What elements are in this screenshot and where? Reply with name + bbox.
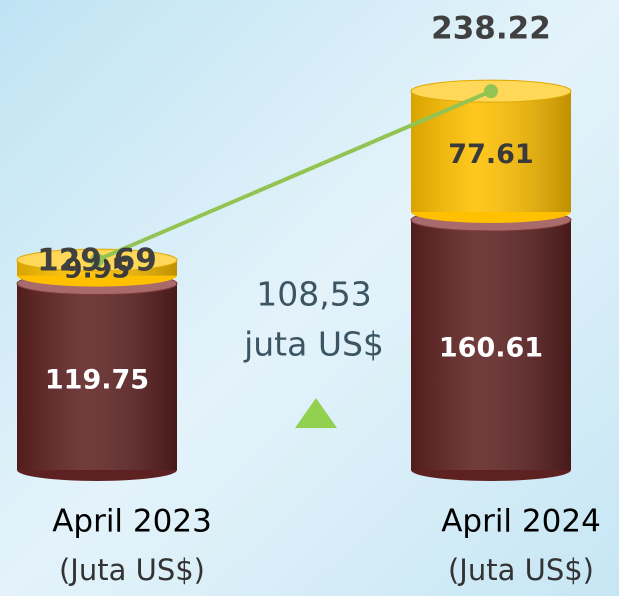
increase-arrow bbox=[295, 398, 337, 428]
x-tick-label: April 2024 bbox=[441, 504, 601, 540]
total-line bbox=[96, 89, 492, 262]
value-label: 160.61 bbox=[439, 332, 543, 363]
total-point bbox=[90, 253, 104, 268]
cylinder-shade bbox=[411, 219, 571, 470]
x-tick-label: April 2023 bbox=[52, 504, 212, 540]
total-label: 129.69 bbox=[37, 243, 157, 279]
annotation: 108,53 bbox=[256, 275, 371, 314]
value-label: 77.61 bbox=[448, 139, 533, 170]
cylinder-shade bbox=[17, 283, 177, 470]
total-point bbox=[484, 84, 498, 99]
x-tick-unit: (Juta US$) bbox=[448, 553, 594, 587]
value-label: 119.75 bbox=[45, 364, 149, 395]
cylinder-shade bbox=[411, 91, 571, 212]
x-tick-unit: (Juta US$) bbox=[59, 553, 205, 587]
total-label: 238.22 bbox=[431, 11, 551, 47]
annotation: juta US$ bbox=[243, 325, 384, 364]
